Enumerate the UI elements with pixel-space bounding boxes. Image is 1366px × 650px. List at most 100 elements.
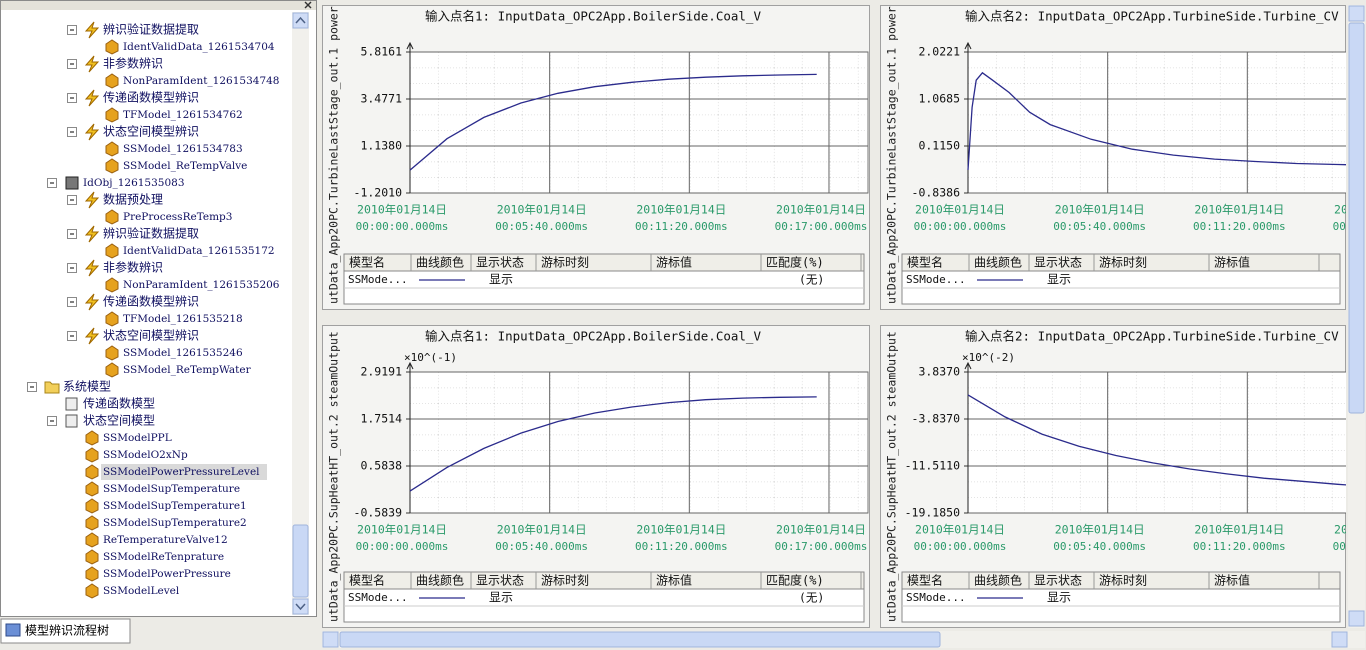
x-tick-date: 2010年01月14日 [776, 203, 866, 217]
tree-node-label[interactable]: 传递函数模型 [83, 396, 155, 411]
x-tick-label: 00:11:20.000ms [635, 220, 728, 233]
chart-panel: 输入点名2: InputData_OPC2App.TurbineSide.Tur… [880, 325, 1346, 628]
tree-node-label[interactable]: 状态空间模型 [83, 414, 155, 428]
tree-node-label[interactable]: 非参数辨识 [103, 260, 163, 275]
scroll-up[interactable] [1348, 5, 1365, 22]
tree-node-label[interactable]: 辨识验证数据提取 [103, 22, 199, 37]
series-line [409, 396, 817, 492]
step-icon [84, 259, 100, 277]
scroll-down-arrow [295, 603, 306, 611]
tree-node-label[interactable]: SSModelSupTemperature [103, 483, 240, 495]
chart-panel: 输入点名1: InputData_OPC2App.BoilerSide.Coal… [322, 325, 870, 628]
table-header: 曲线颜色 [974, 573, 1022, 588]
tree-node-label[interactable]: 状态空间模型辨识 [103, 125, 199, 139]
scroll-left[interactable] [322, 631, 339, 648]
x-tick-date: 2010年01月14日 [1055, 203, 1145, 217]
y-tick-label: -11.5110 [905, 459, 960, 473]
minor-grid-fill [968, 372, 1346, 513]
tree-node-label[interactable]: IdObj_1261535083 [83, 177, 185, 189]
tree-node-label[interactable]: SSModelSupTemperature2 [103, 517, 247, 529]
y-axis-label: utData_App20PC.SupHeatHT_out.2 steamOutp… [885, 331, 899, 622]
cell-name: SSMode... [906, 591, 966, 604]
scroll-down[interactable] [292, 598, 309, 615]
scroll-down[interactable] [1348, 610, 1365, 627]
x-tick-date: 2010年01月14日 [776, 523, 866, 537]
x-tick-label: 00:05:40.000ms [495, 540, 588, 553]
scroll-thumb[interactable] [1348, 22, 1365, 414]
y-axis-arrow [406, 41, 414, 50]
tree-node-label[interactable]: 状态空间模型辨识 [103, 329, 199, 343]
tree-node-label[interactable]: SSModelReTenprature [103, 551, 224, 563]
tree-node-label[interactable]: SSModel_ReTempValve [123, 160, 247, 172]
x-tick-date: 2010年01月14日 [636, 203, 726, 217]
scroll-thumb[interactable] [339, 631, 941, 648]
cell-match: (无) [799, 273, 824, 287]
tree-node-label[interactable]: 系统模型 [63, 380, 111, 394]
tree-node-label[interactable]: 传递函数模型辨识 [103, 90, 199, 105]
y-tick-label: 5.8161 [360, 45, 402, 59]
tree-node-label[interactable]: SSModelPowerPressure [103, 568, 231, 580]
model-icon [85, 532, 99, 548]
y-tick-label: 2.0221 [918, 45, 960, 59]
tree-node-label[interactable]: SSModel_ReTempWater [123, 364, 252, 376]
selection-highlight [101, 464, 267, 480]
scroll-right[interactable] [1331, 631, 1348, 648]
table-header: 曲线颜色 [416, 573, 464, 588]
tab[interactable] [0, 618, 131, 644]
tree-node-label[interactable]: IdentValidData_1261534704 [123, 41, 275, 53]
tree-node-label[interactable]: 非参数辨识 [103, 56, 163, 71]
y-tick-label: -0.5839 [354, 506, 403, 520]
tree-node-label[interactable]: 辨识验证数据提取 [103, 226, 199, 241]
x-tick-label: 00:00:00.000ms [356, 220, 449, 233]
table-header: 匹配度(%) [766, 255, 824, 270]
tab-label[interactable]: 模型辨识流程树 [25, 623, 109, 638]
model-icon [105, 158, 119, 174]
tree-scrollbar[interactable] [292, 12, 309, 615]
tree-node-label[interactable]: NonParamIdent_1261535206 [123, 279, 280, 291]
table-header: 游标值 [656, 573, 692, 588]
x-tick-label: 00:17:00.000ms [775, 220, 868, 233]
scroll-up[interactable] [292, 12, 309, 29]
table-header: 曲线颜色 [416, 255, 464, 270]
tree-node-label[interactable]: TFModel_1261534762 [123, 109, 243, 121]
tree-node-label[interactable]: SSModel_1261534783 [123, 143, 243, 155]
x-tick-label: 00:05:40.000ms [1053, 540, 1146, 553]
x-tick-date: 2010年01月14日 [1334, 203, 1346, 217]
object-icon [65, 176, 79, 190]
y-axis-arrow [964, 41, 972, 50]
model-icon [85, 498, 99, 514]
x-tick-date: 2010年01月14日 [1194, 203, 1284, 217]
model-icon [85, 515, 99, 531]
tree-node-label[interactable]: 数据预处理 [103, 192, 163, 207]
main-vertical-scrollbar[interactable] [1348, 5, 1365, 628]
tree-node-label[interactable]: SSModelLevel [103, 585, 180, 597]
x-tick-date: 2010年01月14日 [497, 203, 587, 217]
panel-title: 输入点名2: InputData_OPC2App.TurbineSide.Tur… [965, 9, 1339, 24]
table-header: 游标值 [656, 255, 692, 270]
tree-node-label[interactable]: IdentValidData_1261535172 [123, 245, 275, 257]
tree-panel: 辨识验证数据提取 IdentValidData_1261534704 非参数辨识 No… [0, 0, 317, 617]
main-horizontal-scrollbar[interactable] [322, 631, 1365, 648]
tree-node-label[interactable]: 传递函数模型辨识 [103, 294, 199, 309]
x-tick-date: 2010年01月14日 [915, 203, 1005, 217]
scroll-thumb[interactable] [292, 524, 309, 598]
tree-node-label[interactable]: SSModelO2xNp [103, 449, 188, 461]
cell-status: 显示 [489, 591, 513, 605]
tree-node-label[interactable]: SSModelSupTemperature1 [103, 500, 247, 512]
x-tick-label: 00:17:00.000ms [1333, 540, 1346, 553]
model-icon [85, 566, 99, 582]
close-button[interactable] [304, 1, 312, 9]
tree-node-label[interactable]: SSModelPowerPressureLevel [103, 466, 260, 478]
tree-node-label[interactable]: PreProcessReTemp3 [123, 211, 232, 223]
panel-title: 输入点名2: InputData_OPC2App.TurbineSide.Tur… [965, 329, 1339, 344]
tree-node-label[interactable]: SSModelPPL [103, 432, 172, 444]
scroll-up-arrow [295, 16, 306, 24]
tree-node-label[interactable]: NonParamIdent_1261534748 [123, 75, 279, 87]
table-header: 游标值 [1214, 573, 1250, 588]
tree-node-label[interactable]: SSModel_1261535246 [123, 347, 243, 359]
y-axis-arrow [406, 361, 414, 370]
tree-node-label[interactable]: ReTemperatureValve12 [103, 534, 228, 546]
table-header: 模型名 [349, 255, 385, 270]
tree-node-label[interactable]: TFModel_1261535218 [123, 313, 243, 325]
